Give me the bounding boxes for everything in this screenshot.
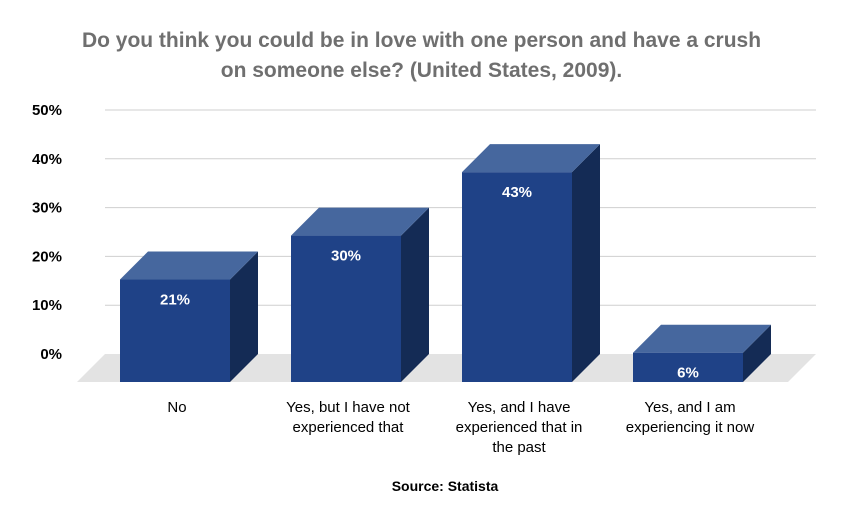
bar-top	[120, 251, 258, 280]
y-tick-label: 20%	[32, 248, 62, 265]
y-tick-label: 30%	[32, 200, 62, 217]
chart-floor	[77, 354, 816, 382]
x-tick-label: Yes, but I have not	[286, 399, 411, 416]
bar-side	[401, 207, 429, 382]
bar-top	[291, 207, 429, 236]
bar-value-label: 43%	[502, 184, 532, 201]
bar-value-label: 30%	[331, 248, 361, 265]
bar-value-label: 21%	[160, 292, 190, 309]
y-tick-label: 40%	[32, 151, 62, 168]
x-tick-label: experiencing it now	[626, 419, 755, 436]
chart-title-line-2: on someone else? (United States, 2009).	[220, 59, 623, 82]
bar-side	[572, 144, 600, 382]
bar	[633, 352, 743, 382]
x-tick-label: No	[167, 399, 186, 416]
x-tick-label: Yes, and I have	[468, 399, 571, 416]
chart-title-line-1: Do you think you could be in love with o…	[81, 29, 762, 52]
bar-top	[462, 144, 600, 173]
y-tick-label: 0%	[40, 346, 62, 363]
bar	[120, 279, 230, 382]
x-tick-label: the past	[492, 439, 546, 456]
bar-side	[230, 251, 258, 382]
x-tick-label: experienced that	[293, 419, 405, 436]
bar-top	[633, 324, 771, 353]
bar-side	[743, 324, 771, 382]
source-label: Source: Statista	[391, 478, 499, 494]
x-tick-label: Yes, and I am	[644, 399, 735, 416]
y-tick-label: 10%	[32, 297, 62, 314]
bar	[462, 172, 572, 382]
bar-value-label: 6%	[677, 365, 699, 382]
y-tick-label: 50%	[32, 102, 62, 119]
bar	[291, 235, 401, 382]
chart-title: Do you think you could be in love with o…	[0, 26, 843, 86]
x-tick-label: experienced that in	[456, 419, 583, 436]
